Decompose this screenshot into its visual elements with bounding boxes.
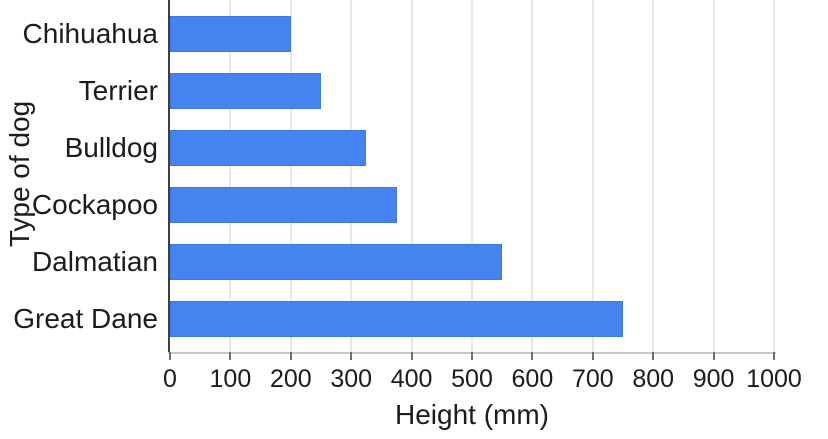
category-label-chihuahua: Chihuahua xyxy=(22,18,158,49)
category-label-terrier: Terrier xyxy=(78,75,158,106)
x-tick-label-400: 400 xyxy=(390,365,433,393)
x-tick-200 xyxy=(289,352,292,360)
x-tick-400 xyxy=(410,352,413,360)
y-axis-title-wrap: Type of dog xyxy=(0,0,42,348)
bar-bulldog xyxy=(170,130,367,166)
x-tick-label-600: 600 xyxy=(511,365,554,393)
bar-cockapoo xyxy=(170,187,397,223)
x-tick-label-500: 500 xyxy=(451,365,493,393)
x-tick-label-900: 900 xyxy=(692,365,735,393)
x-tick-label-100: 100 xyxy=(209,365,252,393)
x-tick-label-700: 700 xyxy=(571,365,614,393)
gridline-1000 xyxy=(773,0,775,352)
y-axis-zero-line xyxy=(168,0,170,354)
x-tick-800 xyxy=(652,352,655,360)
gridline-800 xyxy=(652,0,655,352)
x-tick-700 xyxy=(591,352,594,360)
x-tick-label-1000: 1000 xyxy=(746,365,802,393)
category-label-cockapoo: Cockapoo xyxy=(31,189,158,220)
y-axis-title: Type of dog xyxy=(4,100,35,248)
gridline-200 xyxy=(289,0,292,352)
x-tick-label-200: 200 xyxy=(269,365,312,393)
x-tick-1000 xyxy=(773,352,775,360)
gridline-400 xyxy=(410,0,413,352)
gridline-600 xyxy=(531,0,534,352)
gridline-300 xyxy=(350,0,353,352)
x-tick-500 xyxy=(471,352,473,360)
x-axis-title: Height (mm) xyxy=(394,399,549,430)
category-label-dalmatian: Dalmatian xyxy=(31,246,158,277)
x-tick-label-0: 0 xyxy=(163,365,177,393)
category-label-bulldog: Bulldog xyxy=(64,132,158,163)
x-tick-label-300: 300 xyxy=(330,365,373,393)
gridline-900 xyxy=(712,0,715,352)
x-tick-0 xyxy=(169,352,171,360)
x-tick-100 xyxy=(229,352,232,360)
x-tick-300 xyxy=(350,352,353,360)
bar-terrier xyxy=(170,73,321,109)
category-label-great-dane: Great Dane xyxy=(13,303,158,334)
gridline-500 xyxy=(471,0,473,352)
x-tick-600 xyxy=(531,352,534,360)
gridline-100 xyxy=(229,0,232,352)
gridline-700 xyxy=(591,0,594,352)
x-tick-900 xyxy=(712,352,715,360)
bar-great-dane xyxy=(170,301,623,337)
bar-chihuahua xyxy=(170,16,291,52)
plot-area xyxy=(170,0,775,352)
x-tick-label-800: 800 xyxy=(632,365,675,393)
bar-dalmatian xyxy=(170,244,503,280)
